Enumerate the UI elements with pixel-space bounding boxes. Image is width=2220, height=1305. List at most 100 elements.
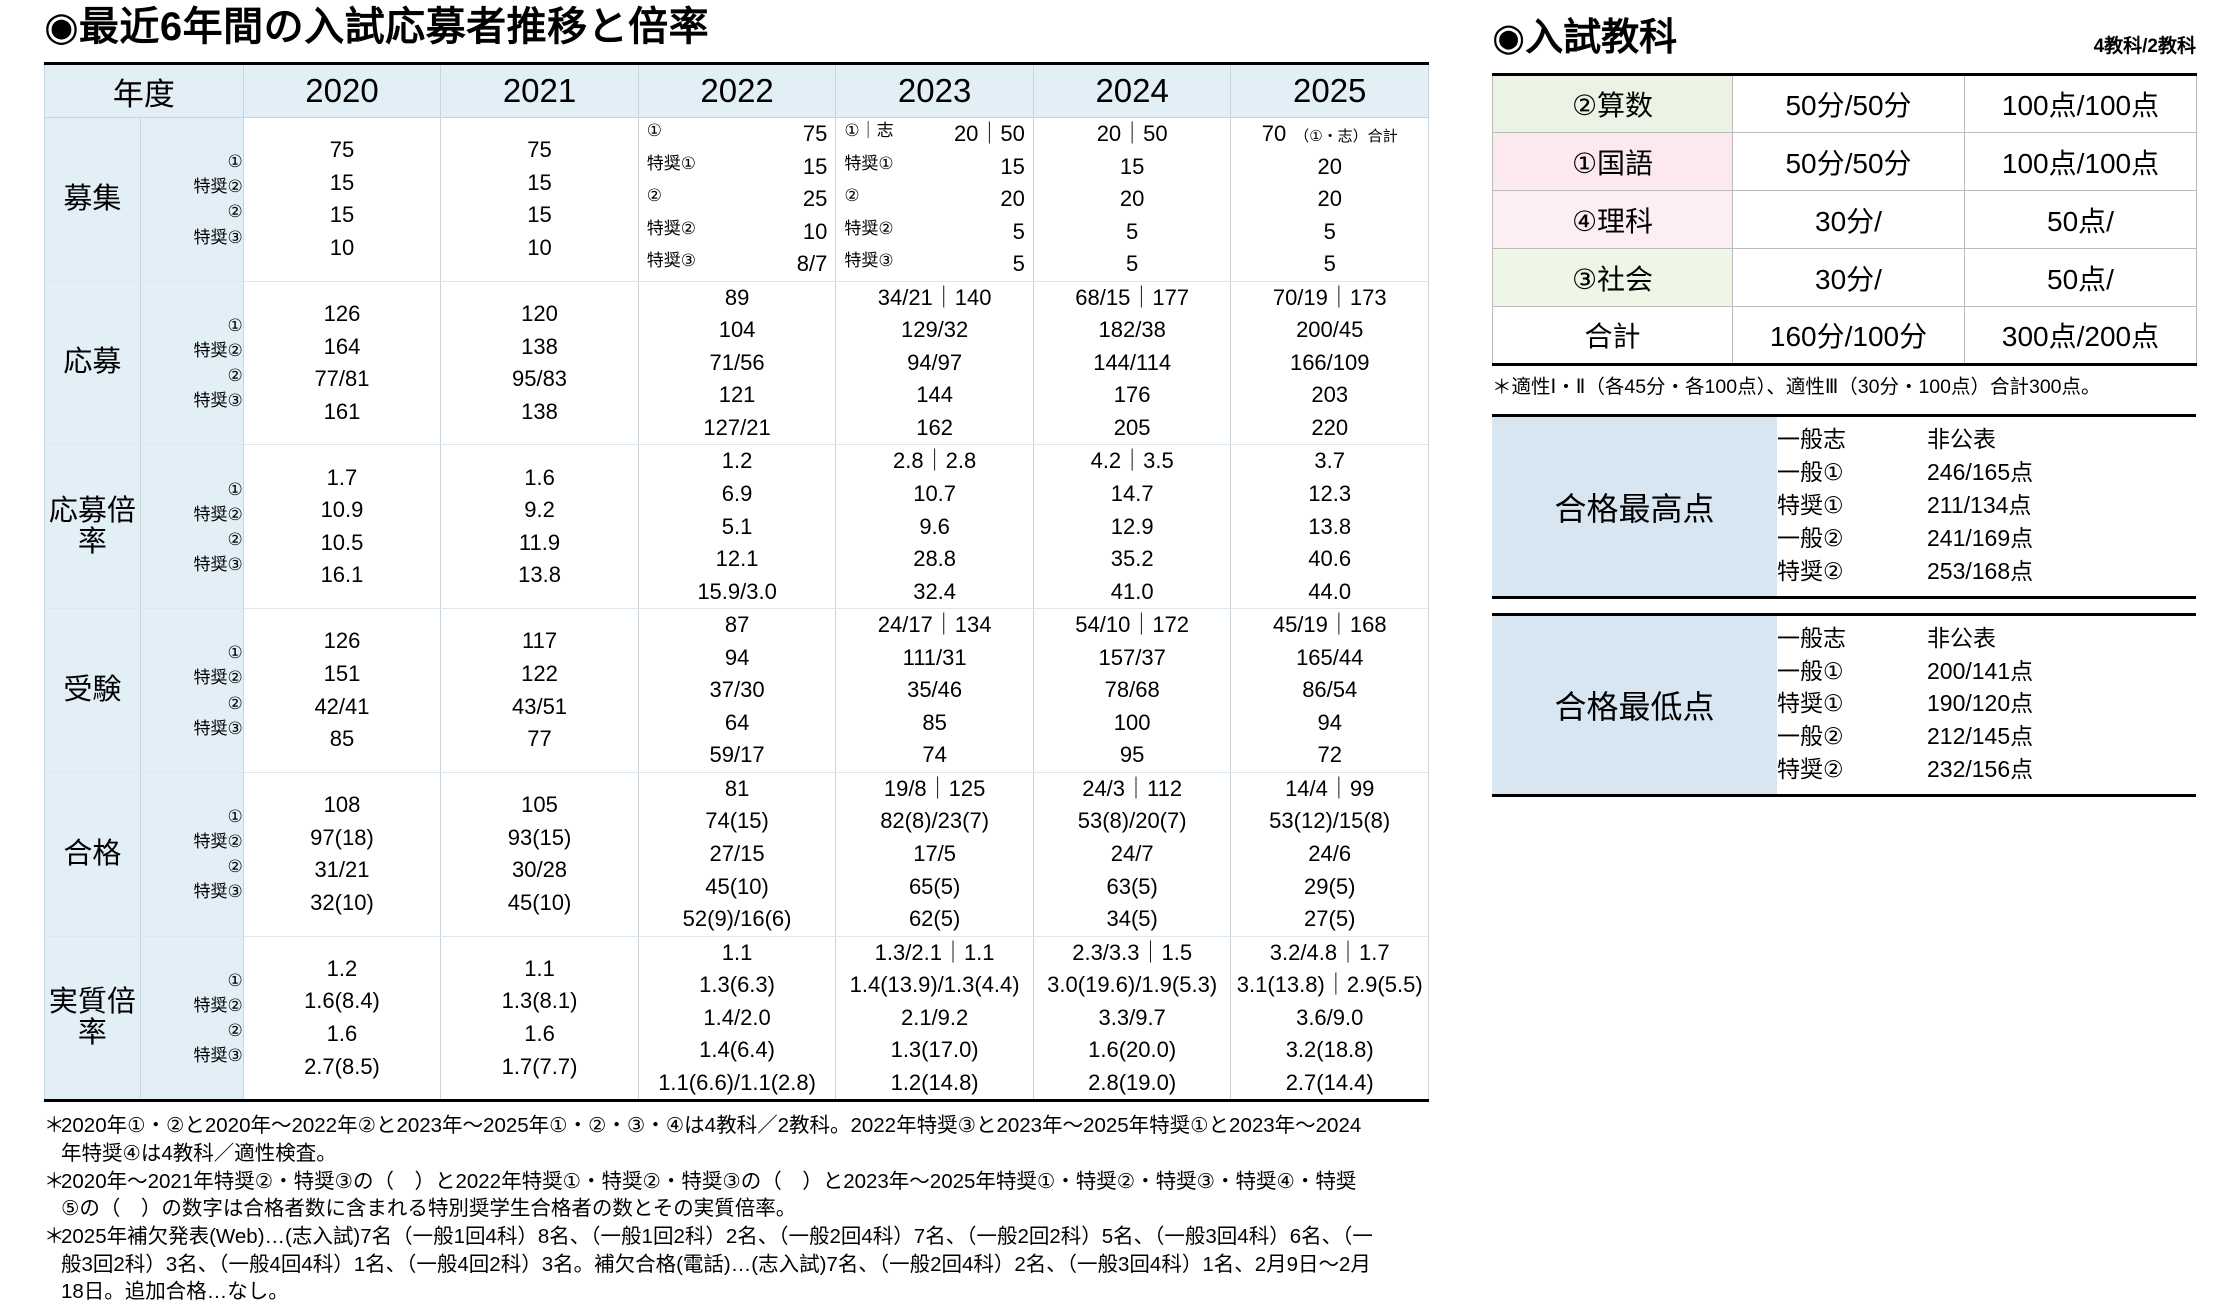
cell-value: 19/8｜125 [883,775,986,801]
cell-value: 1.1 [524,955,555,981]
data-cell: 45/19｜168 165/44 86/54 94 72 [1230,608,1429,773]
cell-value: 1.6 [524,1021,555,1047]
bullet-icon: ◉ [1492,17,1526,59]
sub-label: 特奨③ [193,227,243,247]
data-cell: 1.3/2.1｜1.1 1.4(13.9)/1.3(4.4) 2.1/9.2 1.3(… [835,935,1034,1103]
right-panel: ◉ 入試教科 4教科/2教科 ②算数 50分/50分 100点/100点 ①国語 50分… [1470,0,2220,1030]
subject-points: 100点/100点 [1964,73,2197,133]
bullet-icon: ◉ [44,5,79,49]
subject-duration: 160分/100分 [1732,306,1965,366]
cell-value: 104 [718,317,756,343]
cell-value: 11.9 [518,529,561,555]
table-row: 応募倍率 ① 特奨② ② 特奨③ 1.7 10.9 10.5 16.1 1.6 9.2 11.9 13.… [44,444,1429,610]
score-value: 190/120点 [1927,690,2034,717]
cell-value: 122 [521,661,558,687]
cell-value: 54/10｜172 [1075,612,1190,638]
data-cell: 54/10｜172 157/37 78/68 100 95 [1032,608,1232,773]
cell-value: 20 [1317,153,1342,179]
cell-value: 65(5) [908,873,961,899]
cell-value: 42/41 [314,693,370,719]
cell-inline-label: 特奨③ [646,251,697,271]
cell-value: 144 [916,382,953,408]
score-key: 一般② [1777,723,1844,750]
cell-value: 1.3(17.0) [890,1037,979,1063]
subject-name: ③社会 [1492,248,1733,307]
cell-value: 203 [1311,382,1349,408]
cell-number: 8/7 [796,251,828,277]
stats-header-row: 年度 2020 2021 2022 2023 2024 2025 [44,62,1429,118]
cell-value: 161 [323,398,361,424]
cell-note: （①・志）合計 [1294,128,1398,145]
cell-value: 100 [1113,709,1151,735]
asterisk-icon: ＊ [44,1114,65,1138]
footnote-item: ＊ 2020年〜2021年特奨②・特奨③の（ ）と2022年特奨①・特奨②・特奨… [44,1168,1374,1223]
cell-inline-label: 特奨② [646,218,697,238]
left-panel: ◉ 最近6年間の入試応募者推移と倍率 年度 2020 2021 2022 202… [44,5,1429,1303]
cell-inline-label: 特奨① [844,153,894,173]
cell-value: 5.1 [721,513,753,539]
row-group-label: 応募 [44,280,141,446]
cell-inline-label: 特奨② [844,218,894,238]
data-cell: ①｜志 20｜50 特奨① 15 ② 20 特奨② 5 特奨③ 5 [835,117,1034,282]
asterisk-icon: ＊ [44,1169,65,1193]
exam-subjects-table: ②算数 50分/50分 100点/100点 ①国語 50分/50分 100点/100点 ④理… [1492,73,2197,366]
table-row: 合格 ① 特奨② ② 特奨③ 108 97(18) 31/21 32(10) 105 93(15) 3… [44,771,1429,937]
cell-value: ② 25 [639,183,836,216]
column-header-2020: 2020 [242,62,442,118]
cell-value: 4.2｜3.5 [1090,448,1174,474]
sub-label: 特奨② [193,832,243,852]
cell-value: 31/21 [314,857,370,883]
cell-number: 5 [1012,251,1025,277]
sub-label: 特奨③ [193,882,243,902]
cell-value: 特奨② 10 [639,216,836,249]
subject-row: ①国語 50分/50分 100点/100点 [1492,132,2197,191]
cell-value: 2.7(14.4) [1285,1069,1374,1095]
cell-value: 1.6 [326,1021,358,1047]
cell-value: 74(15) [705,808,769,834]
cell-value: 176 [1113,382,1151,408]
cell-value: 15 [527,169,552,195]
page-root: ◉ 最近6年間の入試応募者推移と倍率 年度 2020 2021 2022 202… [44,0,2220,1303]
cell-value: 108 [323,792,361,818]
cell-value: 94/97 [907,349,963,375]
cell-value: 15 [329,169,355,195]
column-header-nendo: 年度 [44,62,244,118]
table-row: 実質倍率 ① 特奨② ② 特奨③ 1.2 1.6(8.4) 1.6 2.7(8.5) 1.1 1.3… [44,935,1429,1103]
cell-value: 10.5 [320,529,364,555]
cell-value: 53(8)/20(7) [1077,808,1187,834]
subject-name: ④理科 [1492,190,1733,249]
score-value: 非公表 [1927,426,1996,453]
cell-value: 157/37 [1098,644,1166,670]
cell-value: 特奨③ 8/7 [639,248,836,281]
column-header-2022: 2022 [637,62,837,118]
cell-value: 126 [323,628,361,654]
data-cell: 1.1 1.3(6.3) 1.4/2.0 1.4(6.4) 1.1(6.6)/1.1(2… [637,935,837,1103]
cell-value: 94 [724,644,750,670]
score-value: 211/134点 [1927,492,2032,519]
cell-value: 72 [1317,742,1342,768]
cell-value: 2.7(8.5) [304,1053,380,1079]
score-value: 241/169点 [1927,524,2034,551]
cell-value: 特奨② 5 [836,216,1033,249]
sub-label: 特奨③ [193,554,243,574]
footnotes: ＊ 2020年①・②と2020年〜2022年②と2023年〜2025年①・②・③… [44,1112,1374,1305]
sub-label: ① [227,806,243,826]
cell-value: 87 [724,612,750,638]
cell-value: 10.7 [913,481,957,507]
cell-value: 9.6 [919,513,950,539]
data-cell: 126 151 42/41 85 [242,608,442,773]
page-title: 最近6年間の入試応募者推移と倍率 [78,5,710,49]
cell-value: ② 20 [836,183,1033,216]
data-cell: 89 104 71/56 121 127/21 [637,280,837,446]
data-cell: 34/21｜140 129/32 94/97 144 162 [835,280,1034,446]
subject-points: 50点/ [1964,248,2197,307]
subjects-title: 入試教科 [1525,17,1678,59]
cell-value: 95/83 [511,366,568,392]
column-header-2025: 2025 [1230,62,1429,118]
score-row: 合格最低点 一般志 一般① 特奨① 一般② 特奨② 非公表 200/141点 190/120点 2… [1492,612,2196,798]
cell-value: 77 [527,726,552,752]
score-key: 特奨② [1777,557,1844,584]
data-cell: 3.7 12.3 13.8 40.6 44.0 [1230,444,1429,610]
data-cell: 2.8｜2.8 10.7 9.6 28.8 32.4 [835,444,1034,610]
cell-value: 17/5 [913,841,957,867]
